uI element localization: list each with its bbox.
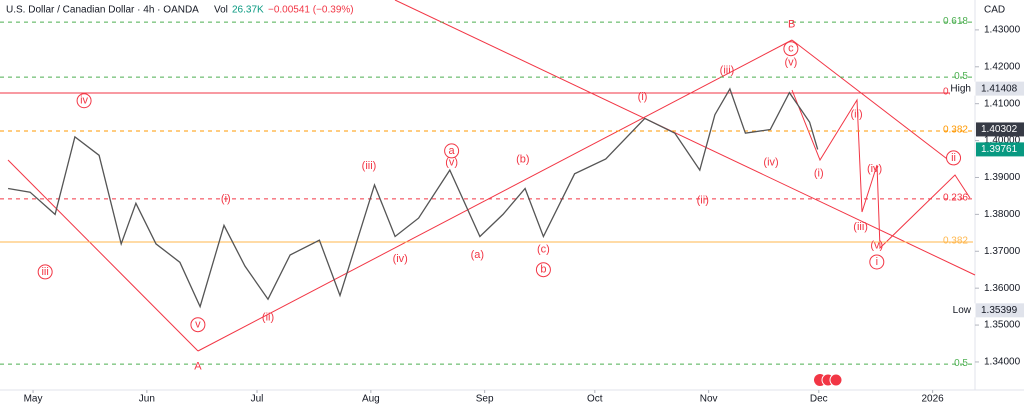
x-tick-label: Aug — [362, 394, 380, 405]
wave-label: (a) — [471, 249, 484, 261]
wave-label: a — [449, 145, 456, 157]
annotation-circle — [190, 317, 206, 333]
y-tick-label: 1.36000 — [984, 283, 1021, 294]
annotation-circle — [869, 254, 885, 270]
wave-label: B — [788, 19, 795, 31]
y-tick-label: 1.34000 — [984, 357, 1021, 368]
wave-label: v — [195, 319, 201, 331]
wave-label: (v) — [445, 157, 458, 169]
y-tick-label: 1.42000 — [984, 61, 1021, 72]
x-tick-label: Oct — [587, 394, 603, 405]
wave-label: b — [540, 264, 546, 276]
x-tick-label: Dec — [810, 394, 828, 405]
trend-line — [791, 39, 956, 166]
price-label-tag: Low — [953, 305, 972, 316]
annotation-circle — [783, 41, 799, 57]
change-value: −0.00541 (−0.39%) — [268, 5, 354, 16]
volume-label: Vol — [214, 5, 228, 16]
x-tick-label: 2026 — [921, 394, 944, 405]
event-icons — [814, 373, 843, 387]
y-tick-label: 1.37000 — [984, 246, 1021, 257]
wave-label: (iv) — [867, 163, 882, 175]
wave-label: (iv) — [393, 253, 408, 265]
wave-label: (c) — [537, 244, 550, 256]
x-tick-label: Jul — [251, 394, 264, 405]
price-label-tag-box — [950, 81, 975, 96]
annotation-circle — [76, 93, 92, 109]
annotation-circle — [444, 143, 460, 159]
wave-label: c — [788, 43, 794, 55]
trend-line — [7, 159, 199, 352]
wave-label: (i) — [814, 168, 824, 180]
price-label-box — [976, 142, 1024, 157]
price-label: 1.40302 — [981, 124, 1018, 135]
price-label-tag-box — [950, 303, 975, 318]
wave-label: (b) — [516, 154, 529, 166]
y-tick-label: 1.40000 — [984, 135, 1021, 146]
annotation-circle — [946, 150, 962, 166]
wave-label: i — [876, 256, 878, 268]
wave-label: (i) — [221, 193, 231, 205]
y-tick-label: 1.39000 — [984, 172, 1021, 183]
y-tick-label: 1.41000 — [984, 98, 1021, 109]
wave-label: (ii) — [262, 312, 274, 324]
x-tick-label: May — [24, 394, 43, 405]
wave-label: (iii) — [853, 221, 868, 233]
price-label-box — [976, 81, 1024, 96]
wave-label: (iv) — [763, 157, 778, 169]
trend-line — [394, 0, 976, 276]
price-label: 1.39761 — [981, 144, 1018, 155]
fib-label: 0.5 — [954, 71, 968, 82]
x-tick-label: Jun — [139, 394, 155, 405]
price-label-tag: High — [950, 83, 971, 94]
currency: CAD — [984, 5, 1005, 16]
trend-drawings — [7, 0, 976, 352]
fib-label: 0.5 — [954, 358, 968, 369]
trend-line — [197, 39, 793, 352]
annotation-circle — [37, 264, 53, 280]
wave-label: (ii) — [697, 195, 709, 207]
wave-label: A — [194, 361, 202, 373]
wave-label: (v) — [784, 57, 797, 69]
projection-path — [791, 89, 971, 250]
wave-label: (iii) — [720, 65, 735, 77]
wave-label: (ii) — [850, 109, 862, 121]
wave-label: (v) — [870, 240, 883, 252]
event-icon — [829, 373, 843, 387]
y-tick-label: 1.38000 — [984, 209, 1021, 220]
price-line — [7, 87, 819, 309]
wave-label: iii — [41, 266, 48, 278]
wave-label: ii — [951, 152, 956, 164]
wave-label: (i) — [638, 91, 648, 103]
y-tick-label: 1.43000 — [984, 25, 1021, 36]
fib-label: 0.236 — [943, 193, 968, 204]
volume-value: 26.37K — [232, 5, 264, 16]
x-tick-label: Nov — [700, 394, 718, 405]
wave-label: (iii) — [362, 160, 377, 172]
price-label: 1.35399 — [981, 305, 1018, 316]
fib-label: 0.382 — [943, 236, 968, 247]
fib-label: 0.382 — [943, 125, 968, 136]
price-label: 1.41408 — [981, 83, 1018, 94]
fib-label: 0.618 — [943, 16, 968, 27]
wave-label: iv — [80, 95, 88, 107]
symbol-title: U.S. Dollar / Canadian Dollar · 4h · OAN… — [6, 5, 199, 16]
price-label-box — [976, 303, 1024, 318]
annotation-circle — [535, 262, 551, 278]
y-tick-label: 1.35000 — [984, 320, 1021, 331]
x-tick-label: Sep — [476, 394, 494, 405]
price-label-box — [976, 122, 1024, 137]
